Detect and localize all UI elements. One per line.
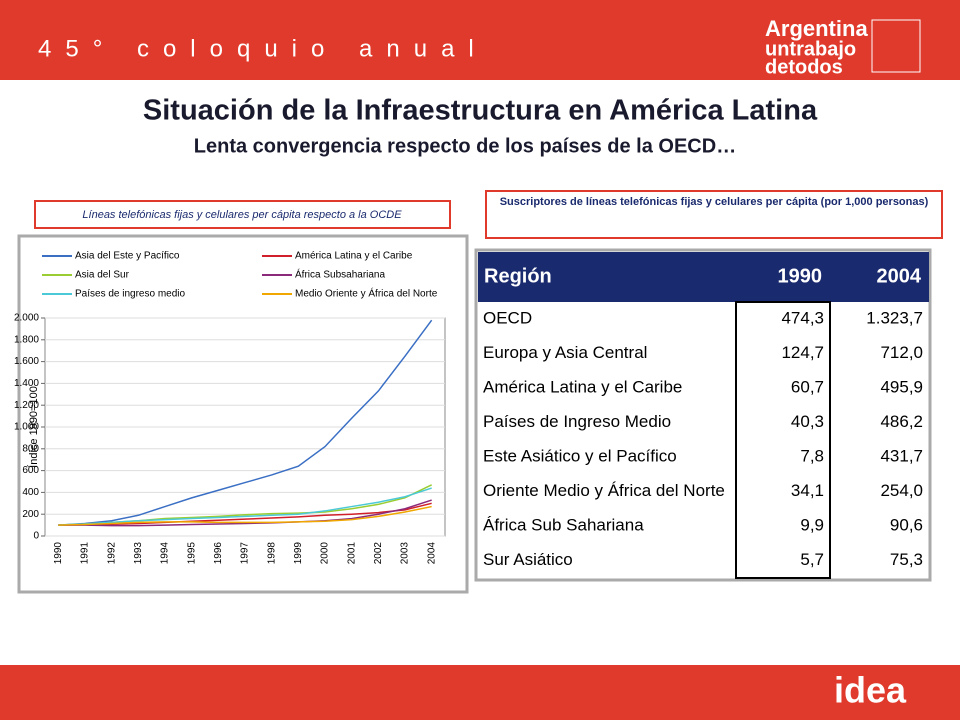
logo-line: untrabajo [765,38,856,60]
slide-title: Situación de la Infraestructura en Améri… [143,95,818,127]
table-cell: Europa y Asia Central [483,343,647,362]
table-cell: Oriente Medio y África del Norte [483,481,725,500]
y-tick-label: 400 [22,487,39,498]
logo-icons [871,19,921,73]
x-tick-label: 1998 [266,542,277,565]
table-cell: Países de Ingreso Medio [483,412,671,431]
legend-label: Asia del Sur [75,270,130,281]
caption-box [485,190,943,239]
y-tick-label: 800 [22,443,39,454]
y-tick-label: 200 [22,509,39,520]
x-tick-label: 2002 [373,542,384,565]
event-name: 45° coloquio anual [38,35,488,62]
table-caption-wrap: Suscriptores de líneas telefónicas fijas… [499,196,929,208]
x-tick-label: 2004 [426,542,437,565]
table-cell: 431,7 [880,447,923,466]
table-cell: 254,0 [880,481,923,500]
highlight-column [735,301,831,579]
table-header-cell: 1990 [778,265,823,287]
y-tick-label: 1.400 [14,378,39,389]
series-line [58,505,432,526]
x-tick-label: 2003 [400,542,411,565]
x-tick-label: 1997 [240,542,251,565]
legend-label: América Latina y el Caribe [295,251,413,262]
x-tick-label: 1995 [186,542,197,565]
y-tick-label: 0 [33,531,39,542]
chart: 0 200 400 600 800 1.000 1.200 1.400 1.600 1.800 2.… [14,251,446,565]
table: Región 1990 2004 OECD 474,3 1.323,7 Europa y A… [478,252,929,579]
table-header-bg [478,252,929,302]
table-cell: Sur Asiático [483,550,573,569]
x-tick-label: 1991 [80,542,91,565]
chart-caption: Líneas telefónicas fijas y celulares per… [82,209,402,221]
y-tick-label: 1.600 [14,356,39,367]
legend-label: Asia del Este y Pacífico [75,251,180,262]
footer-brand: idea [834,670,907,711]
table-cell: 40,3 [791,412,824,431]
table-cell: Este Asiático y el Pacífico [483,447,677,466]
series-line [58,499,432,527]
footer-bar [0,665,960,720]
table-cell: 486,2 [880,412,923,431]
x-tick-label: 2000 [320,542,331,565]
legend-label: África Subsahariana [295,268,385,281]
table-caption: Suscriptores de líneas telefónicas fijas… [499,196,929,208]
y-tick-label: 600 [22,465,39,476]
table-cell: 1.323,7 [866,309,923,328]
table-header-cell: Región [484,265,552,287]
y-axis-label: Índice 1990=100 [27,386,40,468]
table-cell: 34,1 [791,481,824,500]
table-cell: África Sub Sahariana [483,516,644,535]
table-cell: OECD [483,309,532,328]
table-cell: 90,6 [890,516,923,535]
y-tick-label: 1.800 [14,334,39,345]
logo-line: detodos [765,56,843,78]
table-cell: 5,7 [800,550,824,569]
table-cell: 75,3 [890,550,923,569]
x-tick-label: 1992 [106,542,117,565]
series-line [58,319,433,526]
series-line [58,502,432,526]
caption-box [34,200,451,229]
series-line [58,487,432,526]
y-tick-label: 1.000 [14,422,39,433]
x-tick-label: 1999 [293,542,304,565]
table-header-cell: 2004 [877,265,922,287]
table-cell: 712,0 [880,343,923,362]
table-cell: América Latina y el Caribe [483,378,682,397]
x-tick-label: 1993 [133,542,144,565]
legend-label: Países de ingreso medio [75,289,186,300]
logo-line: Argentina [765,16,868,41]
x-tick-label: 1996 [213,542,224,565]
legend-label: Medio Oriente y África del Norte [295,287,438,300]
table-cell: 7,8 [800,447,824,466]
table-cell: 60,7 [791,378,824,397]
table-frame [474,248,932,582]
header-bar [0,0,960,80]
x-tick-label: 1990 [53,542,64,565]
slide-subtitle: Lenta convergencia respecto de los paíse… [194,135,736,157]
table-cell: 495,9 [880,378,923,397]
x-tick-label: 2001 [346,542,357,565]
y-tick-label: 1.200 [14,400,39,411]
table-cell: 124,7 [781,343,824,362]
y-tick-label: 2.000 [14,313,39,324]
table-cell: 474,3 [781,309,824,328]
x-tick-label: 1994 [160,542,171,565]
table-cell: 9,9 [800,516,824,535]
